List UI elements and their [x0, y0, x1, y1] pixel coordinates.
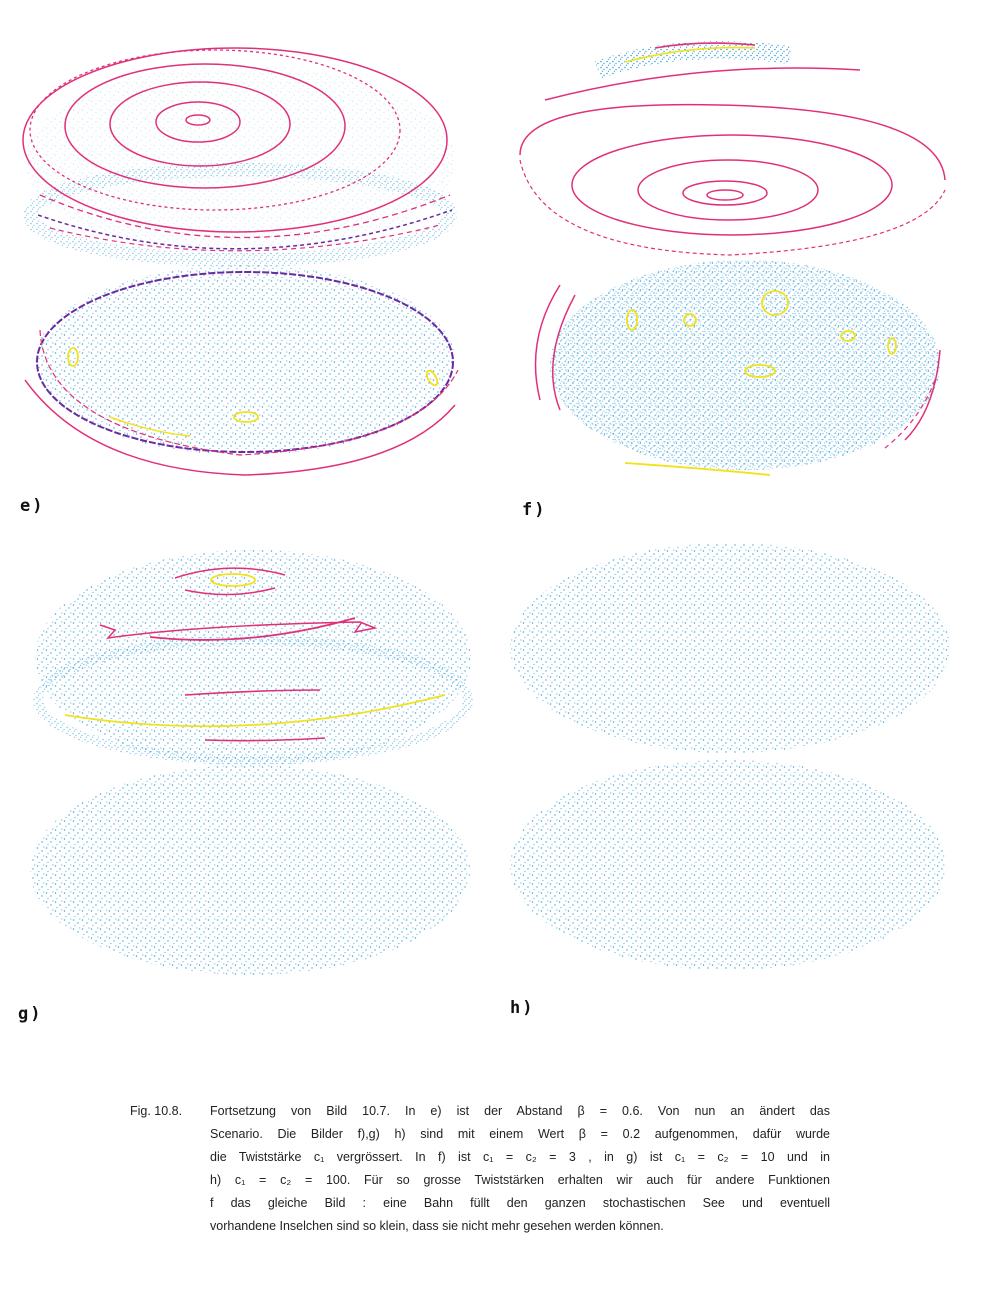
panel-label-e: e) — [20, 496, 45, 516]
panel-f — [519, 41, 946, 476]
caption-number: Fig. 10.8. — [130, 1104, 183, 1118]
figure-10-8 — [22, 41, 950, 975]
panel-g-upper-surface — [33, 550, 473, 766]
figure-caption: Fig. 10.8. Fortsetzung von Bild 10.7. In… — [130, 1100, 830, 1238]
caption-line: Fortsetzung von Bild 10.7. In e) ist der… — [210, 1104, 830, 1118]
panel-g-lower-surface — [30, 765, 470, 975]
panel-label-h: h) — [510, 998, 535, 1018]
panel-g — [30, 550, 473, 975]
panel-f-upper-surface — [519, 41, 946, 256]
caption-line: h) c₁ = c₂ = 100. Für so grosse Twiststä… — [210, 1173, 830, 1187]
panel-e-lower-surface — [24, 265, 459, 476]
panel-h-upper-surface — [510, 543, 950, 753]
caption-line: Scenario. Die Bilder f),g) h) sind mit e… — [210, 1127, 830, 1141]
panel-h — [510, 543, 950, 970]
panel-f-lower-surface — [534, 260, 941, 476]
panel-e — [22, 47, 459, 476]
panel-e-upper-surface — [22, 47, 457, 267]
caption-text: Fortsetzung von Bild 10.7. In e) ist der… — [210, 1100, 830, 1238]
panel-label-g: g) — [18, 1004, 43, 1024]
caption-line: die Twiststärke c₁ vergrössert. In f) is… — [210, 1150, 830, 1164]
caption-line: f das gleiche Bild : eine Bahn füllt den… — [210, 1196, 830, 1210]
panel-h-lower-surface — [510, 760, 946, 970]
caption-line: vorhandene Inselchen sind so klein, dass… — [210, 1219, 664, 1233]
panel-label-f: f) — [522, 500, 547, 520]
